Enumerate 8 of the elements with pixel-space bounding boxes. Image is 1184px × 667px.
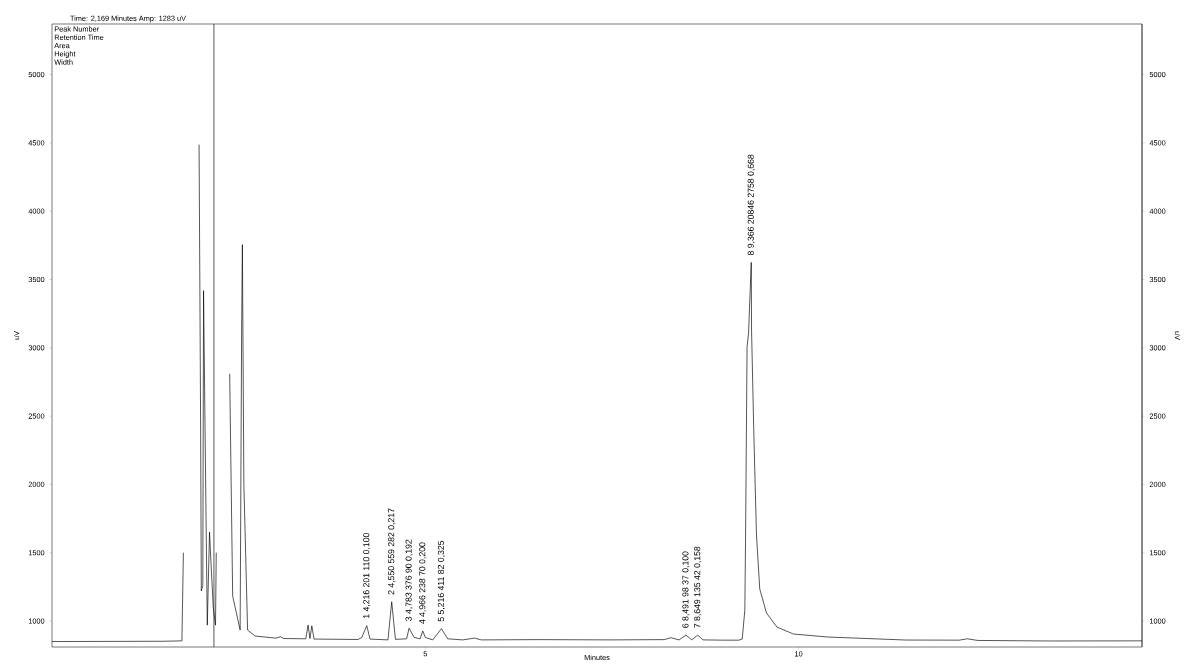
- annotation: 7 8,649 135 42 0,158: [694, 546, 702, 628]
- annotation: 5 5,216 411 82 0,325: [437, 540, 445, 622]
- annotation: 8 9,366 20846 2758 0,668: [747, 154, 755, 256]
- annotation: 2 4,550 559 282 0,217: [388, 508, 396, 595]
- annotation: 6 8,491 98 37 0,100: [682, 551, 690, 628]
- annotation: 3 4,783 376 90 0,192: [405, 539, 413, 621]
- annotation: 4 4,966 238 70 0,200: [419, 542, 427, 624]
- annotation: 1 4,216 201 110 0,100: [363, 533, 371, 619]
